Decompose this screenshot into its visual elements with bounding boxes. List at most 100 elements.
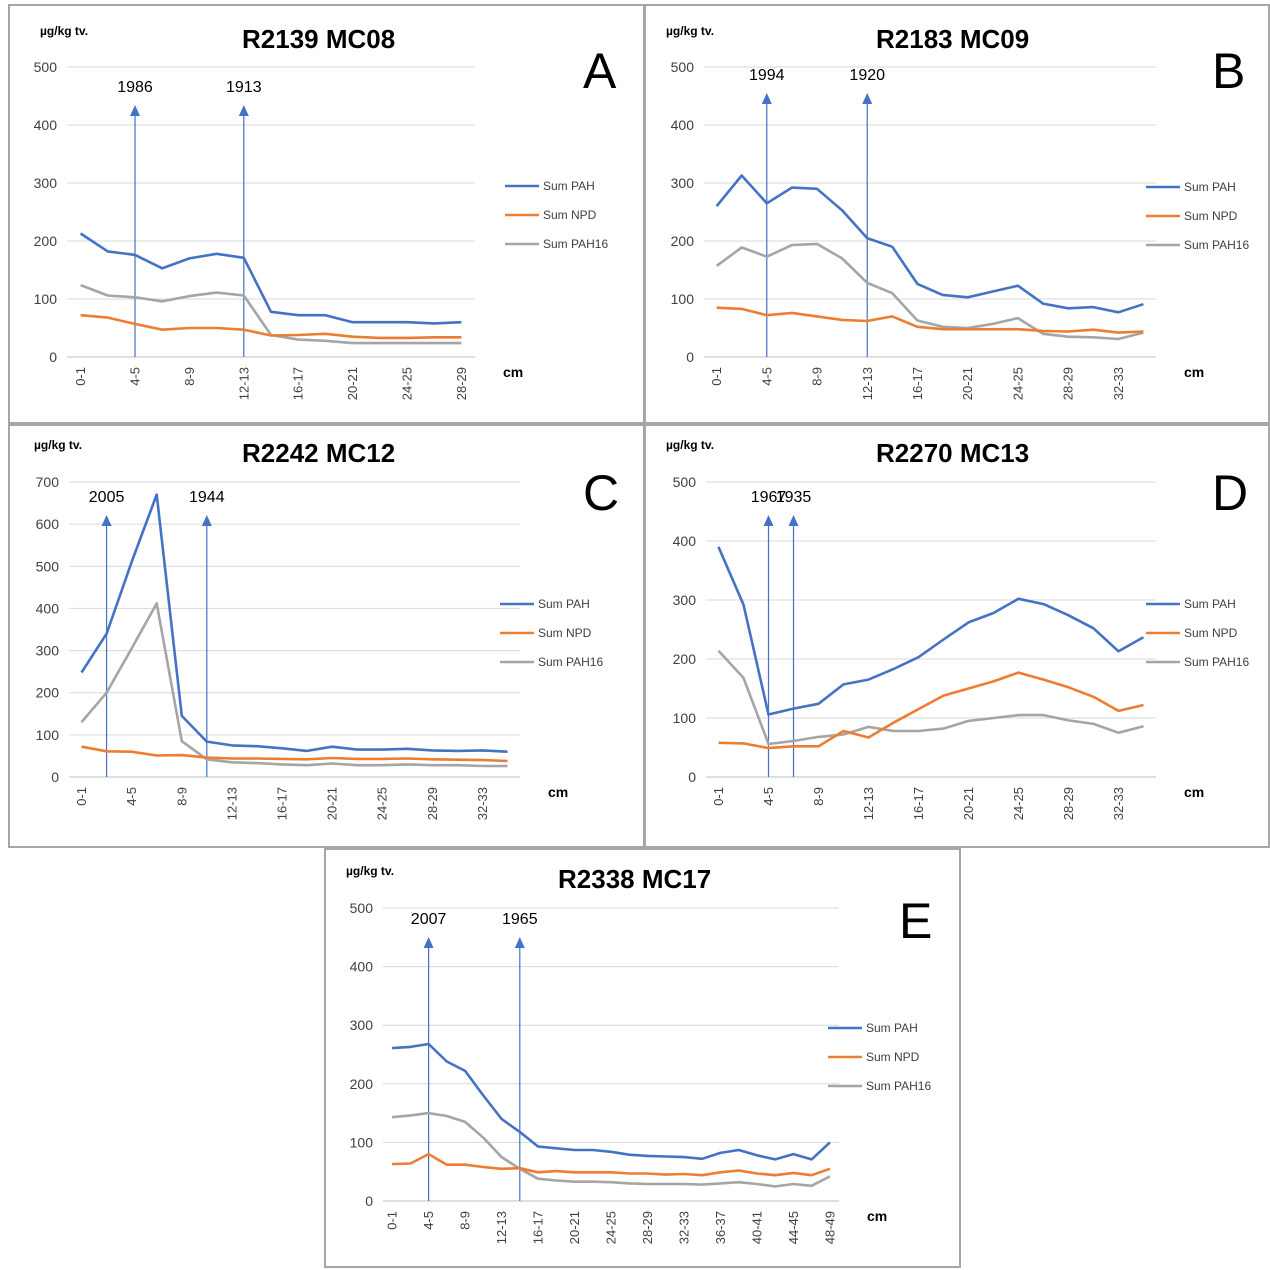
y-unit-label: µg/kg tv. — [34, 438, 83, 452]
x-axis-label: cm — [1184, 364, 1204, 380]
series-line-npd — [392, 1152, 831, 1177]
y-tick-label: 0 — [51, 769, 59, 785]
chart-panel-d: µg/kg tv. R2270 MC13 D 0 100 200 300 400 500 0… — [644, 424, 1270, 848]
x-tick-label: 36-37 — [713, 1211, 728, 1244]
x-tick-label: 8-9 — [458, 1211, 473, 1230]
x-tick-label: 44-45 — [786, 1211, 801, 1244]
marker-arrow — [862, 93, 873, 104]
marker-arrow — [423, 937, 434, 948]
series-line-pah — [717, 546, 1145, 716]
y-tick-label: 100 — [671, 291, 695, 307]
x-tick-label: 32-33 — [1111, 367, 1126, 400]
x-tick-label: 48-49 — [822, 1211, 837, 1244]
x-tick-label: 40-41 — [749, 1211, 764, 1244]
chart-plot: 0 100 200 300 400 500 0-1 4-5 8-9 12-13 16-17 20-21… — [673, 474, 1250, 820]
x-tick-label: 12-13 — [224, 787, 239, 820]
legend-label: Sum NPD — [1184, 209, 1238, 223]
x-tick-label: 20-21 — [961, 787, 976, 820]
x-axis-label: cm — [867, 1208, 887, 1224]
x-axis-label: cm — [503, 364, 523, 380]
y-tick-label: 400 — [350, 959, 374, 975]
legend-label: Sum PAH16 — [866, 1079, 931, 1093]
chart-plot: 0 100 200 300 400 500 0-1 4-5 8-9 12-13 16-17 20-21… — [671, 59, 1250, 400]
y-tick-label: 400 — [34, 117, 58, 133]
y-tick-label: 0 — [49, 349, 57, 365]
y-tick-label: 200 — [671, 233, 695, 249]
marker-label: 1913 — [226, 79, 262, 96]
chart-title: R2139 MC08 — [242, 24, 396, 54]
legend-label: Sum PAH16 — [538, 655, 603, 669]
chart-panel-c: µg/kg tv. R2242 MC12 C 0 100 200 300 400 500 6… — [8, 424, 645, 848]
series-line-pah — [80, 493, 508, 753]
x-tick-label: 4-5 — [761, 787, 776, 806]
y-tick-label: 200 — [36, 685, 60, 701]
y-tick-label: 100 — [350, 1134, 374, 1150]
y-tick-label: 300 — [34, 175, 58, 191]
series-line-pah — [79, 232, 462, 325]
x-tick-label: 28-29 — [1061, 787, 1076, 820]
x-tick-label: 20-21 — [960, 367, 975, 400]
y-tick-label: 200 — [673, 651, 697, 667]
y-tick-label: 300 — [671, 175, 695, 191]
x-tick-label: 24-25 — [400, 367, 415, 400]
x-tick-label: 16-17 — [911, 787, 926, 820]
x-tick-label: 24-25 — [1010, 367, 1025, 400]
x-tick-label: 0-1 — [385, 1211, 400, 1230]
x-tick-label: 8-9 — [810, 367, 825, 386]
y-tick-label: 300 — [350, 1017, 374, 1033]
y-tick-label: 200 — [34, 233, 58, 249]
chart-panel-a: µg/kg tv. R2139 MC08 A 0 100 200 300 400 500 0… — [8, 4, 645, 424]
series-line-npd — [716, 306, 1144, 334]
marker-arrow — [238, 105, 249, 116]
marker-label: 2005 — [89, 489, 125, 506]
legend-label: Sum PAH — [866, 1021, 918, 1035]
legend-label: Sum PAH — [538, 597, 590, 611]
y-tick-label: 0 — [365, 1193, 373, 1209]
series-line-npd — [718, 671, 1144, 750]
panel-letter: B — [1212, 43, 1246, 99]
x-tick-label: 28-29 — [425, 787, 440, 820]
x-tick-label: 24-25 — [604, 1211, 619, 1244]
panel-letter: A — [583, 43, 617, 99]
chart-title: R2183 MC09 — [876, 24, 1030, 54]
series-line-pah16 — [391, 1111, 831, 1188]
x-tick-label: 24-25 — [375, 787, 390, 820]
x-tick-label: 28-29 — [640, 1211, 655, 1244]
chart-panel-b: µg/kg tv. R2183 MC09 B 0 100 200 300 400 500 0… — [644, 4, 1270, 424]
marker-label: 1986 — [117, 79, 153, 96]
x-tick-label: 28-29 — [454, 367, 469, 400]
x-tick-label: 4-5 — [759, 367, 774, 386]
y-tick-label: 500 — [673, 474, 697, 490]
marker-label: 1994 — [749, 67, 785, 84]
x-tick-label: 12-13 — [494, 1211, 509, 1244]
series-line-pah16 — [715, 242, 1144, 341]
y-tick-label: 0 — [688, 769, 696, 785]
x-tick-label: 8-9 — [174, 787, 189, 806]
x-tick-label: 16-17 — [291, 367, 306, 400]
x-axis-label: cm — [548, 784, 568, 800]
y-tick-label: 500 — [671, 59, 695, 75]
marker-label: 1935 — [776, 489, 812, 506]
x-tick-label: 24-25 — [1011, 787, 1026, 820]
chart-panel-e: µg/kg tv. R2338 MC17 E 0 100 200 300 400 500 0… — [324, 848, 961, 1268]
legend-label: Sum PAH — [543, 179, 595, 193]
x-tick-label: 28-29 — [1061, 367, 1076, 400]
y-tick-label: 500 — [350, 900, 374, 916]
marker-label: 1920 — [849, 67, 885, 84]
x-tick-label: 16-17 — [275, 787, 290, 820]
y-unit-label: µg/kg tv. — [40, 24, 89, 38]
y-tick-label: 0 — [686, 349, 694, 365]
y-tick-label: 500 — [34, 59, 58, 75]
panel-letter: C — [583, 465, 620, 521]
legend-label: Sum NPD — [538, 626, 592, 640]
series-line-pah — [715, 174, 1144, 314]
x-tick-label: 0-1 — [711, 787, 726, 806]
legend-label: Sum NPD — [1184, 626, 1238, 640]
chart-title: R2242 MC12 — [242, 438, 396, 468]
x-tick-label: 32-33 — [1111, 787, 1126, 820]
legend-label: Sum PAH16 — [543, 237, 608, 251]
y-tick-label: 400 — [36, 600, 60, 616]
y-tick-label: 300 — [36, 643, 60, 659]
chart-title: R2338 MC17 — [558, 864, 712, 894]
x-tick-label: 20-21 — [567, 1211, 582, 1244]
